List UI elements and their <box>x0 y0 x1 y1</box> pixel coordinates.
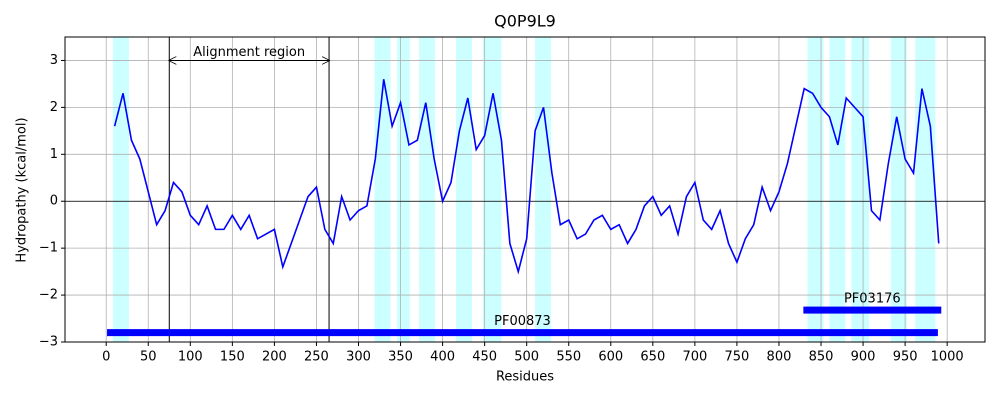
alignment-label: Alignment region <box>193 45 305 60</box>
y-tick-label: 1 <box>50 147 58 162</box>
highlight-region <box>374 37 391 342</box>
domain-bar <box>107 329 938 337</box>
highlight-region <box>829 37 846 342</box>
x-tick-label: 850 <box>809 350 834 365</box>
highlight-region <box>915 37 936 342</box>
highlight-region <box>397 37 410 342</box>
y-tick-label: −1 <box>39 241 58 256</box>
y-tick-label: 0 <box>50 194 58 209</box>
x-tick-label: 650 <box>640 350 665 365</box>
highlight-region <box>890 37 907 342</box>
highlight-region <box>482 37 502 342</box>
x-tick-label: 1000 <box>931 350 964 365</box>
x-tick-label: 700 <box>682 350 707 365</box>
highlight-region <box>112 37 129 342</box>
y-tick-label: 2 <box>50 100 58 115</box>
highlight-region <box>419 37 436 342</box>
x-tick-label: 250 <box>304 350 329 365</box>
x-tick-label: 750 <box>725 350 750 365</box>
highlight-region <box>535 37 552 342</box>
x-tick-label: 200 <box>262 350 287 365</box>
y-axis-label: Hydropathy (kcal/mol) <box>15 117 30 262</box>
x-tick-label: 800 <box>767 350 792 365</box>
highlight-region <box>807 37 824 342</box>
highlight-region <box>851 37 869 342</box>
domain-label: PF03176 <box>844 292 901 307</box>
x-tick-label: 500 <box>514 350 539 365</box>
x-tick-label: 600 <box>598 350 623 365</box>
domain-bar <box>803 306 942 314</box>
y-tick-label: −3 <box>39 335 58 350</box>
chart-title: Q0P9L9 <box>494 12 556 31</box>
x-tick-label: 150 <box>220 350 245 365</box>
highlight-region <box>456 37 473 342</box>
x-tick-label: 900 <box>851 350 876 365</box>
y-tick-label: 3 <box>50 53 58 68</box>
x-tick-label: 550 <box>556 350 581 365</box>
x-tick-label: 0 <box>102 350 110 365</box>
domain-label: PF00873 <box>494 314 551 329</box>
x-tick-label: 950 <box>893 350 918 365</box>
x-tick-label: 300 <box>346 350 371 365</box>
hydropathy-line <box>113 79 940 275</box>
x-axis-label: Residues <box>496 370 554 385</box>
y-tick-label: −2 <box>39 288 58 303</box>
plot-frame <box>64 36 986 343</box>
x-tick-label: 450 <box>472 350 497 365</box>
x-tick-label: 100 <box>178 350 203 365</box>
x-tick-label: 350 <box>388 350 413 365</box>
x-tick-label: 400 <box>430 350 455 365</box>
x-tick-label: 50 <box>140 350 157 365</box>
